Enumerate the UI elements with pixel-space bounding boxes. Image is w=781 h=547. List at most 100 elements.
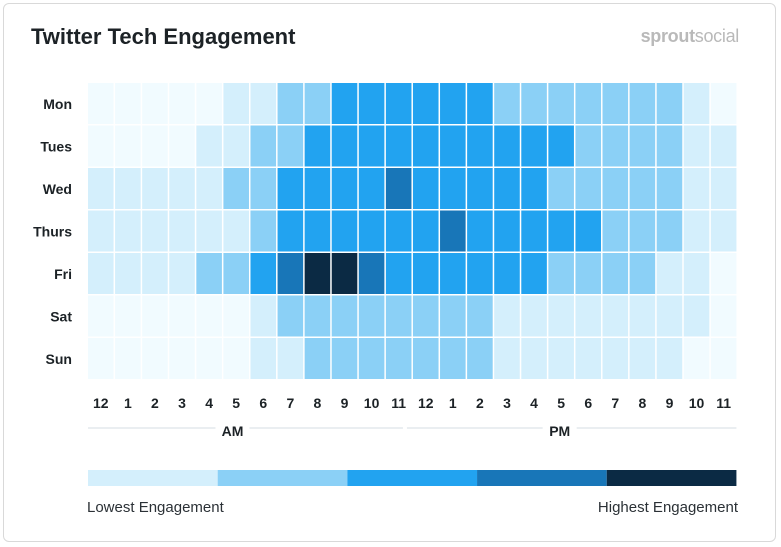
row-label: Mon — [43, 96, 72, 112]
heatmap-cell — [331, 338, 358, 379]
heatmap-cell — [358, 253, 385, 294]
heatmap-cell — [331, 83, 358, 124]
heatmap-cell — [412, 83, 439, 124]
period-label: PM — [549, 423, 570, 439]
heatmap-cell — [304, 210, 331, 252]
heatmap-cell — [494, 253, 520, 294]
heatmap-cell — [521, 168, 547, 209]
column-label: 3 — [503, 395, 511, 411]
heatmap-cell — [440, 83, 466, 124]
heatmap-cell — [494, 83, 520, 124]
heatmap-cell — [548, 210, 574, 252]
heatmap-cell — [629, 338, 656, 379]
heatmap-cell — [385, 338, 412, 379]
heatmap-cell — [683, 83, 710, 124]
heatmap-cell — [710, 338, 737, 379]
heatmap-cell — [385, 253, 412, 294]
column-label: 4 — [205, 395, 213, 411]
column-label: 2 — [476, 395, 484, 411]
heatmap-cell — [521, 125, 547, 167]
heatmap-cell — [467, 253, 493, 294]
column-label: 9 — [666, 395, 674, 411]
heatmap-cell — [304, 125, 331, 167]
heatmap-cell — [304, 338, 331, 379]
heatmap-cell — [440, 253, 466, 294]
heatmap-cell — [304, 253, 331, 294]
heatmap-cell — [710, 168, 737, 209]
heatmap-cell — [277, 125, 304, 167]
column-label: 10 — [689, 395, 705, 411]
heatmap-cell — [440, 295, 466, 337]
heatmap-cell — [548, 295, 574, 337]
row-labels: Mon Tues Wed Thurs Fri Sat Sun — [33, 96, 72, 367]
heatmap-cell — [548, 253, 574, 294]
heatmap-cell — [494, 125, 520, 167]
heatmap-cell — [115, 338, 141, 379]
heatmap-cell — [548, 83, 574, 124]
heatmap-cell — [683, 125, 710, 167]
column-label: 9 — [341, 395, 349, 411]
heatmap-cell — [521, 253, 547, 294]
heatmap-cell — [331, 125, 358, 167]
heatmap-cell — [115, 83, 141, 124]
column-label: 12 — [93, 395, 109, 411]
heatmap-cell — [683, 210, 710, 252]
heatmap-cell — [223, 125, 249, 167]
heatmap-cell — [223, 338, 249, 379]
heatmap-cell — [250, 295, 277, 337]
heatmap-cell — [575, 125, 602, 167]
row-label: Sun — [46, 351, 72, 367]
heatmap-cell — [521, 338, 547, 379]
heatmap-cell — [196, 168, 222, 209]
color-scale-segment — [347, 470, 478, 486]
heatmap-cell — [196, 295, 222, 337]
heatmap-cell — [710, 83, 737, 124]
heatmap-cell — [331, 253, 358, 294]
color-scale-segment — [606, 470, 737, 486]
heatmap-cell — [358, 168, 385, 209]
heatmap-cell — [575, 168, 602, 209]
heatmap-cell — [629, 210, 656, 252]
heatmap-cell — [494, 295, 520, 337]
heatmap-cell — [277, 295, 304, 337]
heatmap-cell — [385, 168, 412, 209]
column-label: 8 — [314, 395, 322, 411]
heatmap-cell — [494, 338, 520, 379]
heatmap-cell — [710, 125, 737, 167]
column-labels: 12 1 2 3 4 5 6 7 8 9 10 11 12 1 2 3 4 5 6 7 8 9 10 11 — [93, 395, 731, 411]
heatmap-cell — [277, 338, 304, 379]
heatmap-cell — [331, 168, 358, 209]
heatmap-cell — [115, 253, 141, 294]
heatmap-cell — [115, 168, 141, 209]
column-label: 12 — [418, 395, 434, 411]
heatmap-cell — [548, 338, 574, 379]
heatmap-cell — [467, 295, 493, 337]
heatmap-cell — [548, 125, 574, 167]
heatmap-cell — [683, 338, 710, 379]
heatmap-cell — [602, 83, 629, 124]
heatmap-cell — [656, 338, 683, 379]
heatmap-cell — [142, 168, 168, 209]
heatmap-cell — [169, 338, 195, 379]
brand-logo: sproutsocial — [641, 26, 740, 47]
heatmap-cell — [494, 168, 520, 209]
heatmap-cell — [521, 210, 547, 252]
column-label: 6 — [259, 395, 267, 411]
heatmap-cell — [358, 125, 385, 167]
heatmap-cell — [412, 338, 439, 379]
column-label: 11 — [391, 395, 406, 411]
heatmap-cell — [169, 125, 195, 167]
heatmap-cell — [196, 338, 222, 379]
row-label: Tues — [40, 138, 72, 154]
heatmap-cell — [467, 168, 493, 209]
color-scale-segment — [217, 470, 348, 486]
heatmap-cell — [115, 295, 141, 337]
heatmap-cell — [683, 168, 710, 209]
heatmap-cell — [304, 83, 331, 124]
column-label: 7 — [286, 395, 294, 411]
heatmap-cell — [169, 168, 195, 209]
heatmap-cell — [142, 253, 168, 294]
heatmap-cell — [656, 168, 683, 209]
heatmap-cell — [304, 168, 331, 209]
